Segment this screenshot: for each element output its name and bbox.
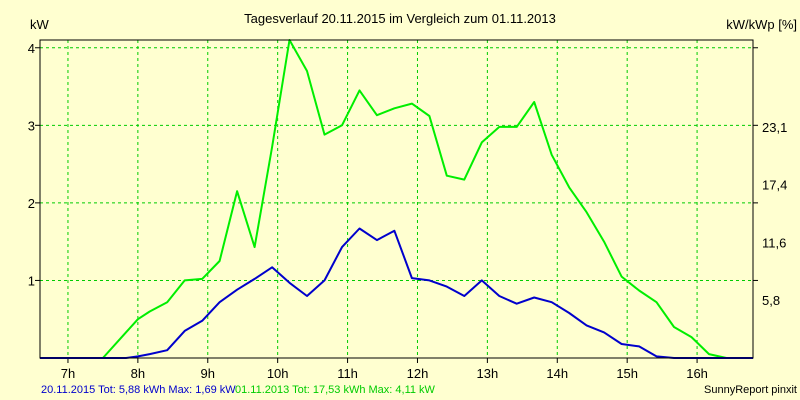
y2-axis-label: kW/kWp [%] [726, 17, 797, 32]
y2-tick-label: 23,1 [762, 120, 787, 135]
y-tick-label: 1 [28, 273, 35, 288]
chart-title: Tagesverlauf 20.11.2015 im Vergleich zum… [244, 11, 556, 26]
y2-tick-label: 17,4 [762, 178, 787, 193]
x-tick-label: 12h [407, 366, 429, 381]
x-tick-label: 16h [686, 366, 708, 381]
y2-tick-label: 11,6 [762, 235, 786, 250]
x-tick-label: 11h [337, 366, 358, 381]
y-axis-label: kW [30, 17, 50, 32]
series-line-01.11.2013 [40, 39, 753, 359]
x-tick-label: 13h [477, 366, 499, 381]
y-tick-label: 3 [28, 118, 35, 133]
footer-series1-summary: 20.11.2015 Tot: 5,88 kWh Max: 1,69 kW [41, 384, 236, 396]
x-tick-label: 8h [131, 366, 145, 381]
x-tick-label: 7h [61, 366, 75, 381]
y2-tick-label: 5,8 [762, 293, 780, 308]
y-tick-label: 2 [28, 196, 35, 211]
tick-labels: 7h 8h 9h 10h 11h 12h 13h 14h 15h 16h 1 2 3 4 5,8 11,6 17… [28, 41, 788, 381]
series-line-20.11.2015 [40, 227, 753, 359]
footer-series2-summary: 01.11.2013 Tot: 17,53 kWh Max: 4,11 kW [235, 384, 436, 396]
y-tick-label: 4 [28, 41, 35, 56]
footer-credit: SunnyReport pinxit [704, 384, 797, 396]
x-tick-label: 14h [546, 366, 568, 381]
x-tick-label: 9h [201, 366, 215, 381]
x-tick-label: 10h [267, 366, 289, 381]
series-lines [40, 39, 753, 359]
x-tick-label: 15h [616, 366, 638, 381]
plot-frame [39, 39, 754, 359]
